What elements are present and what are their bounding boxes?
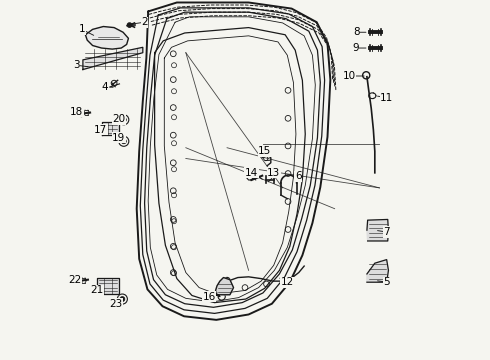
Circle shape — [122, 139, 126, 144]
Text: 12: 12 — [281, 277, 294, 287]
Text: 17: 17 — [94, 125, 107, 135]
Text: 13: 13 — [267, 168, 280, 178]
Text: 21: 21 — [91, 285, 104, 295]
Text: 16: 16 — [202, 292, 216, 302]
Polygon shape — [101, 122, 119, 135]
Text: 8: 8 — [353, 27, 360, 37]
Text: 23: 23 — [109, 299, 122, 309]
Text: 9: 9 — [352, 43, 359, 53]
Circle shape — [127, 23, 132, 27]
Text: 6: 6 — [295, 171, 301, 181]
Text: 19: 19 — [112, 133, 125, 143]
Polygon shape — [83, 47, 143, 69]
Text: 22: 22 — [68, 275, 81, 285]
Text: 5: 5 — [383, 277, 390, 287]
Polygon shape — [97, 278, 119, 294]
Text: 11: 11 — [380, 93, 393, 103]
Polygon shape — [367, 220, 389, 241]
Circle shape — [224, 278, 230, 283]
Polygon shape — [85, 27, 128, 49]
Text: 7: 7 — [383, 227, 390, 237]
Polygon shape — [367, 260, 389, 282]
Circle shape — [120, 297, 125, 302]
Polygon shape — [216, 278, 234, 297]
Text: 18: 18 — [70, 107, 83, 117]
Text: 20: 20 — [112, 114, 125, 124]
Text: 15: 15 — [258, 146, 271, 156]
Text: 2: 2 — [141, 17, 148, 27]
Text: 14: 14 — [245, 168, 258, 178]
Circle shape — [122, 117, 126, 122]
Text: 4: 4 — [102, 82, 108, 92]
Text: 1: 1 — [78, 24, 85, 35]
Text: 10: 10 — [343, 71, 356, 81]
Text: 3: 3 — [73, 60, 80, 70]
